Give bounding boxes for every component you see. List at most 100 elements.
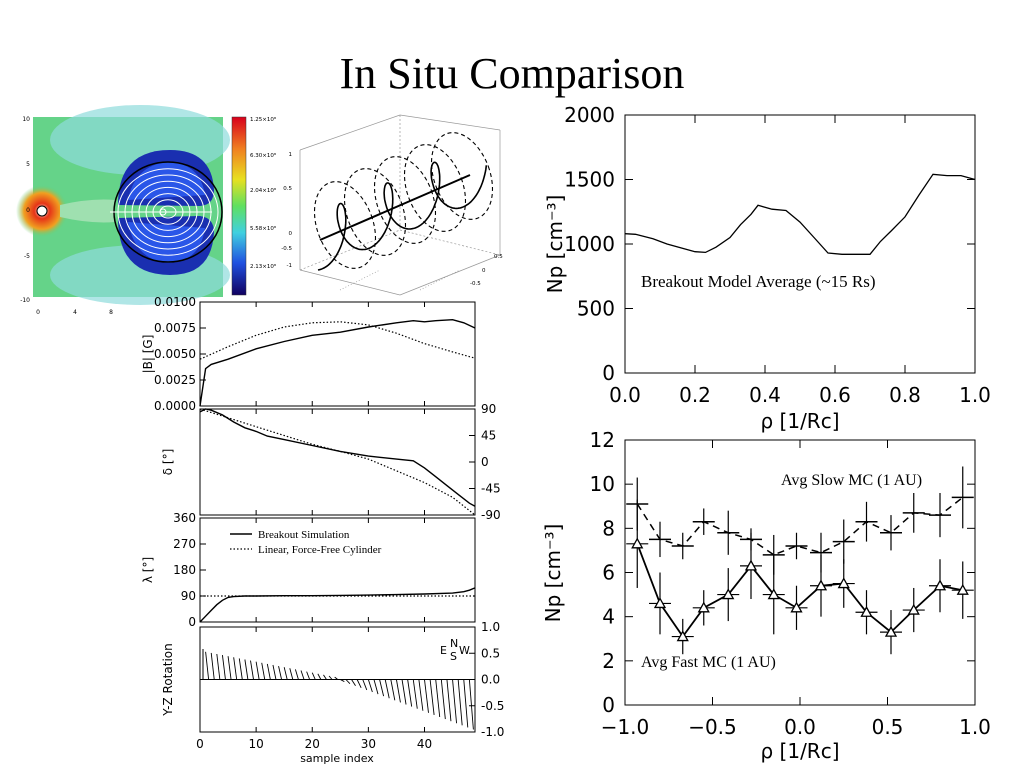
y-tick-label: 0.0 <box>481 673 500 687</box>
x-tick-label: 0.4 <box>749 383 781 407</box>
legend-label: Linear, Force-Free Cylinder <box>258 544 382 556</box>
x-tick-label: 30 <box>361 737 376 751</box>
x-tick-label: 0.6 <box>819 383 851 407</box>
panel-ylabel: Y-Z Rotation <box>161 643 175 716</box>
rotation-bar <box>340 679 345 682</box>
rotation-bar <box>401 679 407 705</box>
rotation-bar <box>468 679 474 730</box>
series-line-simulation <box>199 318 476 407</box>
y-tick-label: 500 <box>577 297 615 321</box>
heatmap-y-tick: 5 <box>26 161 30 168</box>
y-tick-label: 1500 <box>564 168 615 192</box>
y-tick-label: 4 <box>602 605 615 629</box>
3d-x-tick: 0 <box>482 268 486 274</box>
heatmap-x-tick: 4 <box>73 309 77 316</box>
rotation-bar <box>356 679 362 689</box>
y-tick-label: 90 <box>481 402 496 416</box>
3d-y-tick: -0.5 <box>281 246 292 252</box>
y-tick-label: 2 <box>602 649 615 673</box>
y-tick-label: 0 <box>188 615 196 629</box>
x-tick-label: 0.0 <box>784 715 816 739</box>
fast-mc-marker <box>676 630 689 642</box>
rotation-bar <box>328 675 333 680</box>
fast-mc-marker <box>933 579 947 591</box>
x-tick-label: 0.5 <box>872 715 904 739</box>
stack-panel-yz-rotation: 1.0 0.5 0.0 -0.5 -1.0 Y-Z Rotation NE S W 0 10 20 30… <box>161 620 504 765</box>
fast-mc-marker <box>722 588 735 600</box>
heatmap-y-tick: -5 <box>24 253 30 260</box>
heatmap-y-tick: -10 <box>20 297 30 304</box>
box-edge <box>419 269 461 291</box>
sun-disk <box>36 205 48 217</box>
y-tick-label: -1.0 <box>481 725 504 739</box>
x-tick-label: 0 <box>196 737 204 751</box>
y-axis-label: Np [cm⁻³] <box>541 524 565 623</box>
solid-helix <box>317 161 488 271</box>
y-tick-label: 270 <box>173 537 196 551</box>
colorbar-tick: 1.25×10⁸ <box>250 116 277 123</box>
rotation-bar <box>452 679 457 724</box>
fast-mc-marker <box>860 605 873 617</box>
x-tick-label: 1.0 <box>959 383 991 407</box>
heatmap-panel: 10 5 0 -5 -10 0 4 8 1.25×10⁸ 6.30×10⁸ 2.04×10⁸ 5.5… <box>16 105 277 316</box>
y-tick-label: 6 <box>602 561 615 585</box>
rotation-bar <box>250 660 254 680</box>
heatmap-neck <box>60 199 115 223</box>
rotation-bar <box>216 653 221 680</box>
slow-mc-label: Avg Slow MC (1 AU) <box>781 472 922 489</box>
y-tick-label: 0 <box>602 361 615 385</box>
rotation-bar <box>351 679 356 686</box>
x-tick-label: 10 <box>248 737 263 751</box>
rotation-bar <box>407 679 413 707</box>
rotation-bar <box>233 657 238 680</box>
y-tick-label: -45 <box>481 482 501 496</box>
3d-y-tick: -1 <box>287 263 292 269</box>
fast-mc-marker <box>814 579 828 591</box>
box-edge <box>299 229 401 271</box>
y-axis-label: Np [cm⁻³] <box>543 195 567 294</box>
x-tick-label: 20 <box>305 737 320 751</box>
y-tick-label: 2000 <box>564 103 615 127</box>
panel-ylabel: λ [°] <box>141 557 155 583</box>
rotation-bar <box>278 666 283 680</box>
3d-x-tick: -0.5 <box>470 281 481 287</box>
rotation-bar <box>367 679 373 693</box>
3d-x-tick: 0.5 <box>494 254 503 260</box>
rotation-bar <box>317 673 322 680</box>
rotation-bar <box>210 652 215 680</box>
colorbar-tick: 2.13×10⁸ <box>250 263 277 270</box>
rotation-bar <box>435 679 441 718</box>
y-tick-label: -90 <box>481 508 501 522</box>
rotation-bar <box>362 679 368 691</box>
rotation-bar <box>334 676 338 680</box>
y-tick-label: 10 <box>590 472 615 496</box>
3d-y-tick: 1 <box>289 152 293 158</box>
y-tick-label: 0.0000 <box>154 399 196 413</box>
series-line-cylinder <box>199 408 476 516</box>
y-tick-label: -0.5 <box>481 699 504 713</box>
series-line-simulation <box>199 587 476 623</box>
y-tick-label: 0 <box>481 455 489 469</box>
rotation-bar <box>255 661 260 680</box>
rotation-bar <box>323 674 327 680</box>
colorbar-tick: 2.04×10⁸ <box>250 187 277 194</box>
panel-frame <box>199 408 476 516</box>
heatmap-y-tick: 10 <box>22 116 30 123</box>
heatmap-x-tick: 8 <box>109 309 113 316</box>
slide-title: In Situ Comparison <box>339 49 685 98</box>
x-tick-label: 0.2 <box>679 383 711 407</box>
heatmap-y-tick: 0 <box>26 207 30 214</box>
rotation-bar <box>373 679 379 695</box>
box-edge <box>299 114 401 151</box>
fast-mc-marker <box>653 597 667 609</box>
fast-mc-marker <box>744 559 758 571</box>
legend-label: Breakout Simulation <box>258 529 350 541</box>
dashed-coils <box>313 132 494 269</box>
fast-mc-marker <box>767 588 780 600</box>
dashed-coil <box>313 181 377 269</box>
y-tick-label: 0.0050 <box>154 347 196 361</box>
x-tick-label: 1.0 <box>959 715 991 739</box>
colorbar-tick: 5.58×10⁸ <box>250 225 277 232</box>
fast-mc-marker <box>956 583 969 595</box>
